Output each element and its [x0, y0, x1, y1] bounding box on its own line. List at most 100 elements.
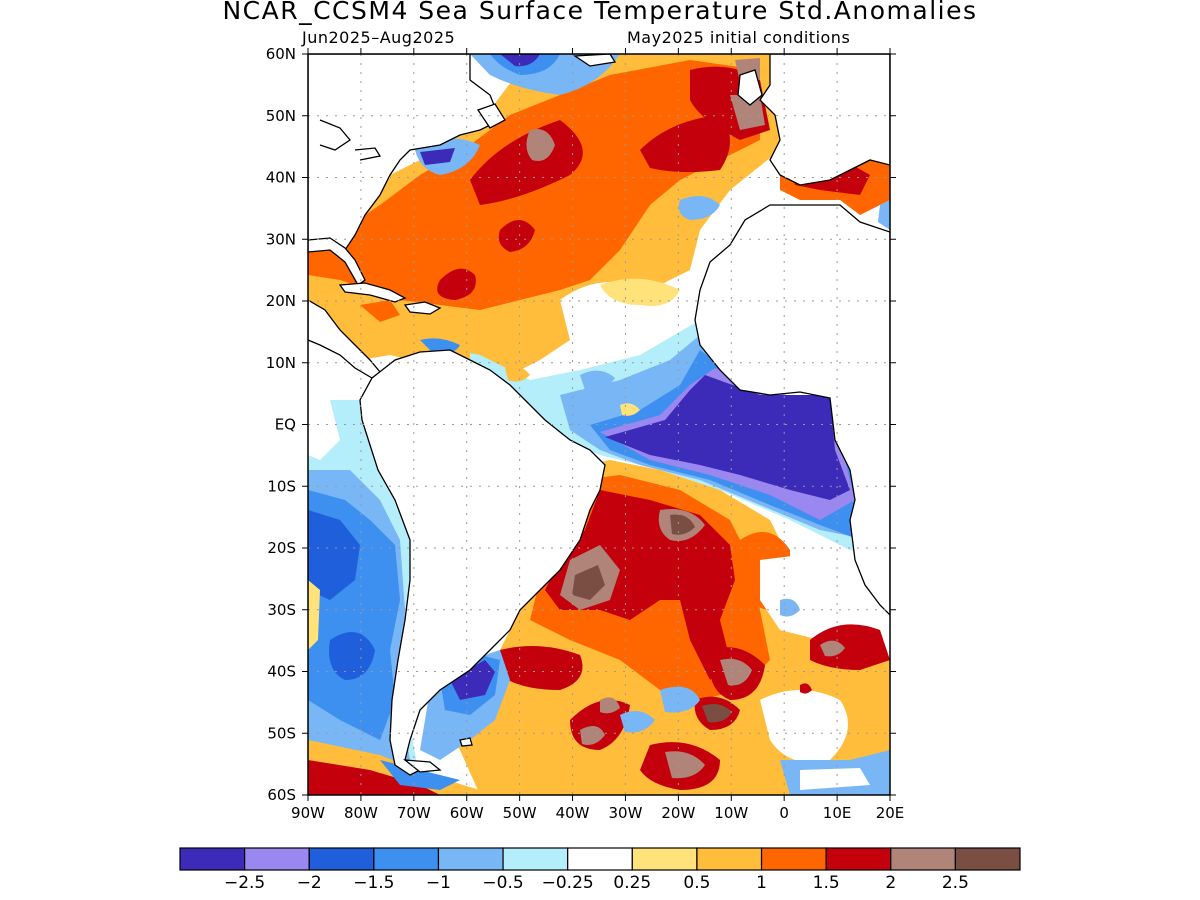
lat-label: 60S — [267, 786, 296, 804]
anomaly-region — [329, 632, 375, 680]
anomaly-region — [580, 726, 605, 745]
anomaly-region — [308, 580, 320, 650]
latitude-labels: 60N 50N 40N 30N 20N 10N EQ 10S 20S 30S 40S 50S 60S — [266, 45, 296, 804]
colorbar-swatch — [567, 847, 633, 871]
colorbar-swatch — [437, 847, 504, 871]
anomaly-region — [605, 375, 850, 500]
colorbar-label: 2 — [885, 873, 896, 893]
colorbar-label: 1 — [756, 873, 767, 893]
colorbar — [179, 847, 1021, 871]
anomaly-region — [600, 278, 680, 306]
axis-ticks — [302, 48, 896, 801]
lat-label: EQ — [275, 416, 296, 434]
lat-label: 10S — [267, 477, 296, 495]
anomaly-region — [702, 704, 732, 723]
south-america-landmass — [359, 349, 606, 776]
lon-label: 90W — [291, 804, 325, 822]
lat-label: 40N — [266, 169, 296, 187]
anomaly-region — [437, 268, 476, 300]
colorbar-swatch — [631, 847, 698, 871]
anomaly-region — [878, 200, 890, 230]
colorbar-label: −2.5 — [224, 873, 265, 893]
colorbar-swatch — [179, 847, 246, 871]
lon-label: 10W — [714, 804, 748, 822]
colorbar-swatch — [373, 847, 440, 871]
lon-label: 0 — [779, 804, 789, 822]
anomaly-region — [730, 95, 765, 130]
anomaly-region — [780, 598, 800, 617]
hispaniola-island — [403, 301, 442, 315]
colorbar-label: 0.5 — [683, 873, 710, 893]
africa-landmass — [694, 204, 890, 616]
anomaly-region — [660, 686, 700, 713]
forecast-period: Jun2025–Aug2025 — [302, 28, 456, 47]
colorbar-swatch — [954, 847, 1021, 871]
colorbar-label: −1 — [426, 873, 451, 893]
anomaly-region — [450, 660, 495, 700]
anomaly-region — [500, 646, 583, 690]
colorbar-swatch — [696, 847, 763, 871]
lon-label: 10E — [823, 804, 852, 822]
cuba-island — [338, 282, 407, 303]
lon-label: 70W — [397, 804, 431, 822]
anomaly-region — [600, 697, 620, 714]
initial-conditions: May2025 initial conditions — [627, 28, 851, 47]
colorbar-swatch — [890, 847, 956, 871]
colorbar-label: 1.5 — [813, 873, 840, 893]
lon-label: 60W — [450, 804, 484, 822]
anomaly-region — [580, 370, 615, 391]
gulf-coast-landmass — [308, 237, 366, 286]
colorbar-label: 0.25 — [613, 873, 651, 893]
colorbar-swatch — [244, 847, 310, 871]
anomaly-region — [470, 120, 583, 205]
anomaly-region — [308, 510, 360, 600]
anomaly-region — [670, 514, 695, 535]
colorbar-label: −0.5 — [482, 873, 523, 893]
anomaly-region — [820, 640, 845, 657]
land-masses — [308, 54, 890, 776]
anomaly-region — [720, 658, 752, 686]
newfoundland-island — [476, 103, 506, 129]
anomaly-region — [760, 690, 848, 763]
anomaly-region — [498, 220, 535, 252]
great-lakes — [319, 119, 382, 161]
lat-label: 20N — [266, 292, 296, 310]
lat-label: 50S — [267, 724, 296, 742]
anomaly-region — [308, 760, 440, 795]
lat-label: 50N — [266, 107, 296, 125]
lon-label: 20W — [661, 804, 695, 822]
colorbar-label: −0.25 — [542, 873, 594, 893]
colorbar-label: −1.5 — [353, 873, 394, 893]
anomaly-region — [665, 751, 705, 779]
anomaly-region — [620, 711, 655, 733]
anomaly-region — [640, 115, 730, 173]
lon-label: 30W — [608, 804, 642, 822]
colorbar-swatch — [825, 847, 892, 871]
falkland-islands — [459, 737, 473, 747]
lat-label: 60N — [266, 45, 296, 63]
lon-label: 50W — [503, 804, 537, 822]
anomaly-region — [800, 683, 812, 694]
lat-label: 30N — [266, 230, 296, 248]
anomaly-region — [505, 366, 530, 382]
longitude-labels: 90W 80W 70W 60W 50W 40W 30W 20W 10W 0 10E 20E — [291, 804, 904, 822]
colorbar-swatch — [760, 847, 827, 871]
british-isles — [737, 69, 763, 106]
anomaly-region — [526, 129, 555, 161]
tierra-del-fuego — [402, 759, 442, 773]
map-title: NCAR_CCSM4 Sea Surface Temperature Std.A… — [222, 0, 978, 25]
lon-label: 80W — [344, 804, 378, 822]
anomaly-region — [360, 300, 400, 322]
colorbar-labels: −2.5 −2 −1.5 −1 −0.5 −0.25 0.25 0.5 1 1.5 2 2.5 — [224, 873, 969, 893]
anomaly-region — [678, 196, 720, 220]
colorbar-label: 2.5 — [942, 873, 969, 893]
lat-label: 20S — [267, 539, 296, 557]
colorbar-swatch — [308, 847, 375, 871]
anomaly-region — [572, 565, 605, 600]
anomaly-region — [308, 400, 340, 460]
lat-label: 10N — [266, 354, 296, 372]
anomaly-region — [800, 768, 870, 790]
anomaly-region — [810, 624, 890, 670]
lat-label: 40S — [267, 663, 296, 681]
